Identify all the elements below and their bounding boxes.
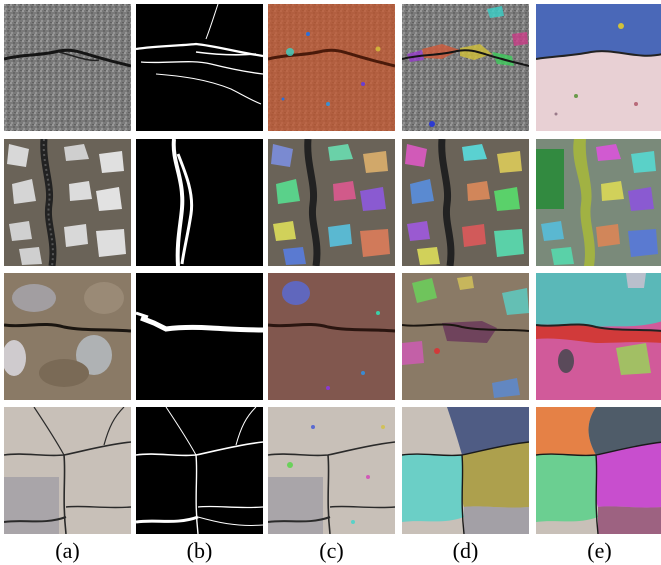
column-label-b: (b) (186, 538, 213, 563)
row1-overlay-d (402, 4, 529, 131)
row4-overlay-e (536, 407, 661, 534)
row2-overlay-e (536, 139, 661, 266)
row1-overlay-e (536, 4, 661, 131)
column-label-d: (d) (452, 538, 479, 563)
row3-overlay-d (402, 273, 529, 400)
row3-overlay-c (268, 273, 395, 400)
column-label-c: (c) (319, 538, 344, 563)
row2-crack-mask (136, 139, 263, 266)
row4-overlay-d (402, 407, 529, 534)
row3-crack-mask (136, 273, 263, 400)
row2-overlay-d (402, 139, 529, 266)
row2-original-image (4, 139, 131, 266)
row4-original-image (4, 407, 131, 534)
row3-original-image (4, 273, 131, 400)
row1-crack-mask (136, 4, 263, 131)
row3-overlay-e (536, 273, 661, 400)
row4-overlay-c (268, 407, 395, 534)
row4-crack-mask (136, 407, 263, 534)
row2-overlay-c (268, 139, 395, 266)
row1-overlay-c (268, 4, 395, 131)
column-label-e: (e) (587, 538, 612, 563)
row1-original-image (4, 4, 131, 131)
column-label-a: (a) (55, 538, 80, 563)
image-grid (4, 4, 661, 534)
